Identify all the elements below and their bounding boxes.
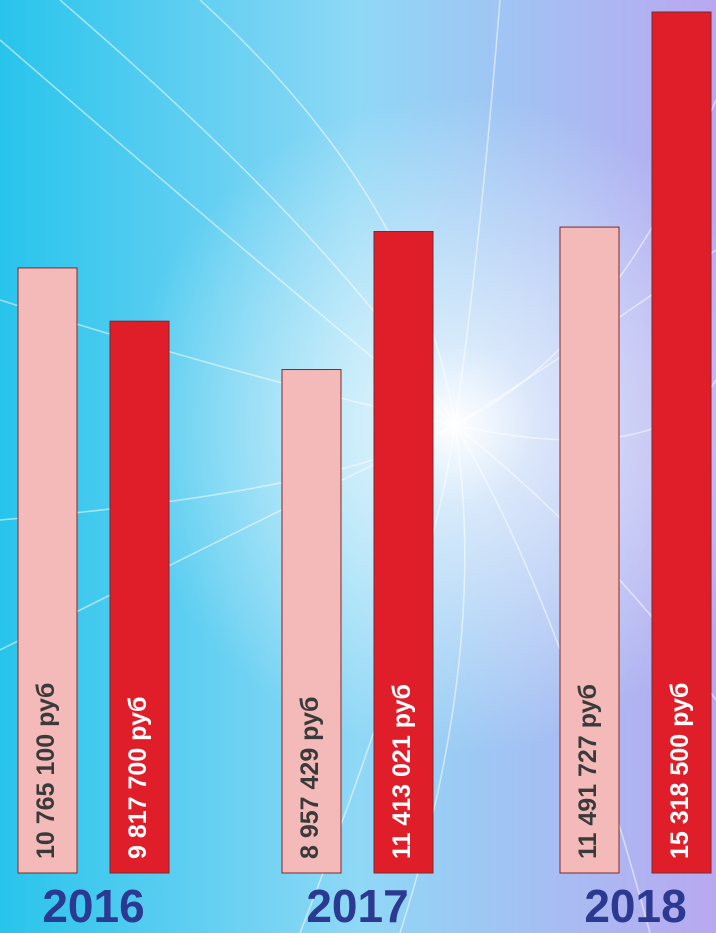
bar [651,11,712,874]
bar [373,231,434,874]
value-label: 11 491 727 руб [574,684,602,859]
value-label: 9 817 700 руб [124,697,152,859]
bar [17,267,78,874]
x-tick-label: 2017 [306,880,408,932]
bar [109,320,170,874]
x-tick-label: 2018 [584,880,686,932]
bar [559,226,620,874]
value-label: 11 413 021 руб [388,684,416,859]
value-label: 10 765 100 руб [32,683,60,859]
bar [281,369,342,874]
value-label: 15 318 500 руб [666,683,694,859]
value-label: 8 957 429 руб [296,697,324,859]
x-tick-label: 2016 [42,880,144,932]
